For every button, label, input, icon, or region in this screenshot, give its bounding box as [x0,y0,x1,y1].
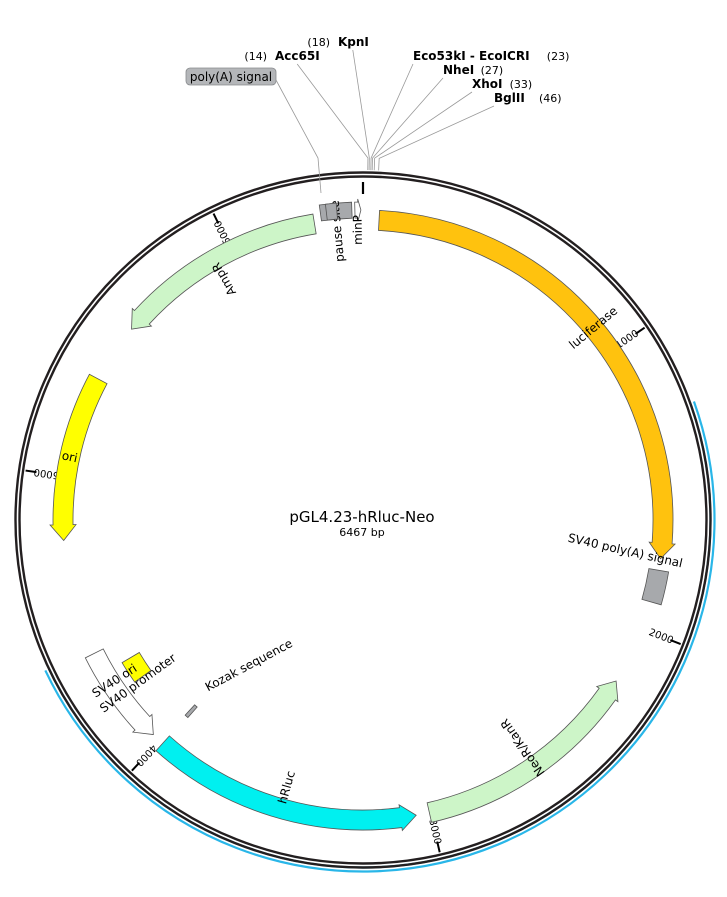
polya-callout-label: poly(A) signal [190,70,272,84]
highlight-arc-group [44,401,716,873]
site-label-xhoi: XhoI [472,77,503,91]
site-line-eco53ki-ecoicri [370,63,414,171]
backbone-circle-2 [14,171,712,869]
plasmid-name: pGL4.23-hRluc-Neo [289,508,434,526]
site-pos-nhei: (27) [481,64,504,77]
tick-label-5000: 5000 [33,466,60,481]
feature-sv40-poly-a-signal [641,568,670,606]
polya-callout-line [275,79,322,194]
plasmid-length: 6467 bp [339,526,384,539]
site-pos-kpni: (18) [307,36,330,49]
tick-1000 [634,326,646,335]
site-line-acc65i [296,63,369,171]
feature-neor-kanr [426,680,619,823]
feature-label-minp: minP [350,215,364,245]
feature-hrluc [155,735,417,832]
feature-kozak-sequence [184,704,198,719]
tick-6000 [212,213,220,224]
site-label-eco53ki-ecoicri: Eco53kI - EcoICRI [413,49,530,63]
site-pos-acc65i: (14) [244,50,267,63]
site-label-bglii: BglII [494,91,525,105]
tick-label-3000: 3000 [426,818,442,845]
feature-poly-a-signal [324,202,338,221]
feature-sv40-promoter [84,648,154,736]
site-pos-bglii: (46) [539,92,562,105]
tick-3000 [436,841,441,853]
feature-minp [354,198,362,222]
feature-ampr [131,213,317,330]
feature-label-ampr: AmpR [209,260,239,298]
site-line-bglii [378,105,495,171]
feature-label-hrluc: hRluc [275,769,298,805]
feature-label-ori: ori [61,448,79,465]
backbone-circle-1 [18,175,708,865]
site-pos-xhoi: (33) [510,78,533,91]
site-label-acc65i: Acc65I [275,49,320,63]
site-label-nhei: NheI [443,63,474,77]
feature-label-kozak-sequence: Kozak sequence [203,636,295,694]
feature-ori [49,373,108,542]
tick-label-2000: 2000 [647,627,675,647]
site-line-kpni [352,49,370,171]
tick-4000 [131,761,141,772]
polya-callout-box [185,67,277,86]
site-label-kpni: KpnI [338,35,369,49]
backbone-ring [14,171,712,869]
restriction-sites: KpnI (18)Acc65I (14) Eco53kI - EcoICRI (23) N… [244,35,570,171]
tick-2000 [670,639,681,645]
tick-5000 [25,469,37,474]
site-line-nhei [371,77,444,171]
feature-sv40-ori [121,651,152,683]
highlight-arc-2 [44,401,716,873]
feature-luciferase [378,210,676,560]
site-pos-eco53ki-ecoicri: (23) [547,50,570,63]
polya-callout: poly(A) signal [185,67,322,194]
site-line-xhoi [373,91,473,171]
